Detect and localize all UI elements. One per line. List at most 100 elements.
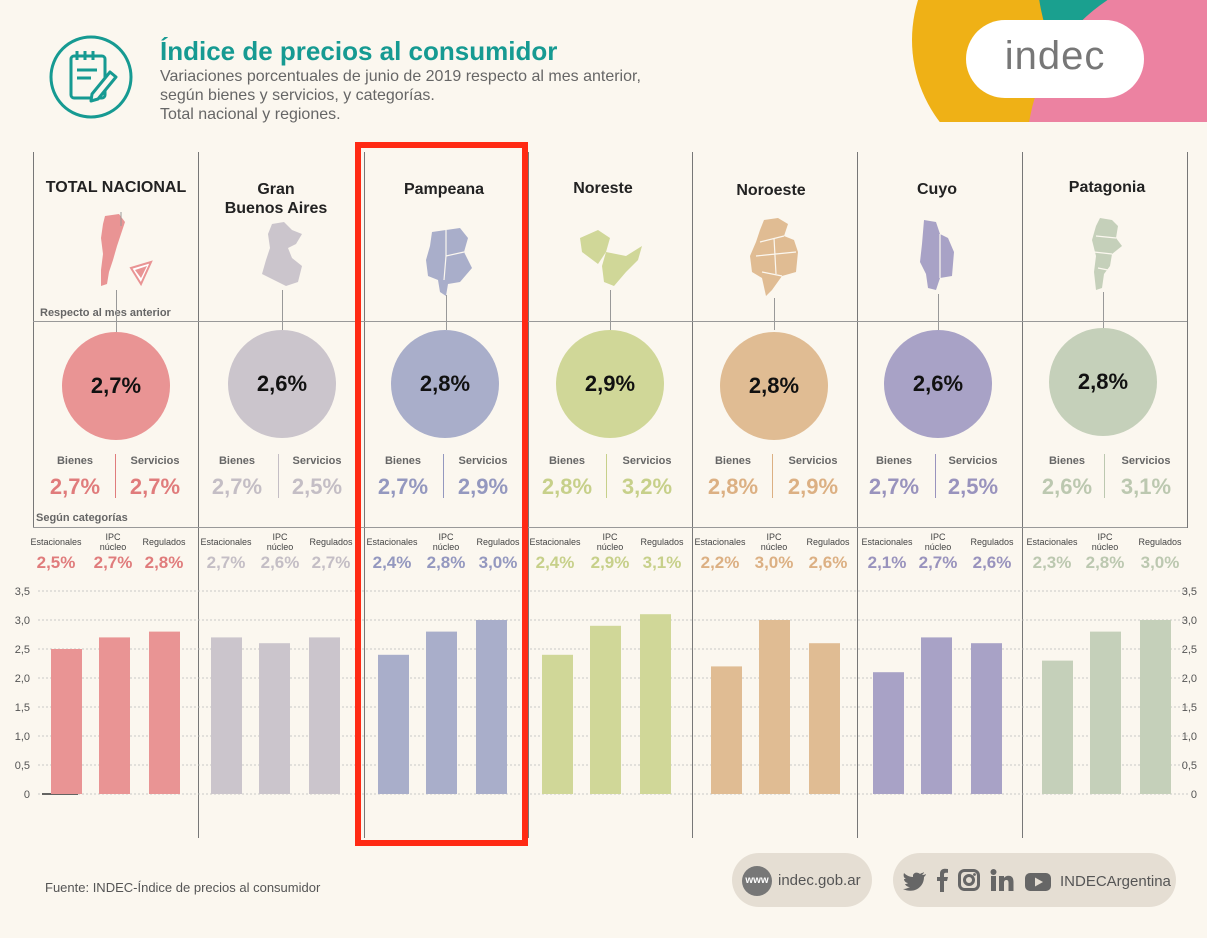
ipc-nucleo-value: 2,8% [1085, 553, 1125, 572]
total-circle-noroeste: 2,8% [720, 332, 828, 440]
servicios-label: Servicios [1121, 455, 1171, 467]
total-circle-patagonia: 2,8% [1049, 328, 1157, 436]
facebook-icon[interactable] [935, 868, 949, 892]
y-tick-label: 1,5 [1182, 702, 1197, 714]
servicios-label: Servicios [788, 455, 838, 467]
bienes-label: Bienes [218, 455, 256, 467]
ipc-nucleo-label: IPC núcleo [85, 532, 141, 552]
bar-total-nacional-ipc-núcleo [99, 637, 130, 794]
ipc-label: IPC [930, 532, 946, 542]
bienes-value: 2,7% [211, 474, 263, 499]
instagram-icon[interactable] [958, 869, 980, 891]
estacionales-label: Estacionales [30, 537, 82, 547]
subtitle-line-1: Variaciones porcentuales de junio de 201… [160, 68, 641, 85]
map-argentina-icon [101, 212, 153, 287]
servicios-label: Servicios [622, 455, 672, 467]
bienes-label: Bienes [875, 455, 913, 467]
column-divider [198, 152, 199, 838]
ipc-nucleo-label: IPC núcleo [252, 532, 308, 552]
regulados-label: Regulados [640, 537, 684, 547]
column-divider [1187, 152, 1188, 528]
servicios-label: Servicios [458, 455, 508, 467]
y-tick-label: 2,0 [15, 673, 30, 685]
segun-categorias-label: Según categorías [36, 512, 128, 524]
subtitle-line-3: Total nacional y regiones. [160, 106, 341, 123]
indec-logo: indec [1004, 34, 1106, 78]
bienes-value: 2,7% [377, 474, 429, 499]
y-tick-label: 0,5 [1182, 760, 1197, 772]
bienes-label: Bienes [56, 455, 94, 467]
bar-patagonia-regulados [1140, 620, 1171, 794]
source-note: Fuente: INDEC-Índice de precios al consu… [45, 880, 321, 895]
servicios-value: 2,9% [457, 474, 509, 499]
nucleo-label: núcleo [760, 542, 788, 552]
estacionales-value: 2,2% [700, 553, 740, 572]
y-tick-label: 2,0 [1182, 673, 1197, 685]
bar-patagonia-estacionales [1042, 660, 1073, 794]
regulados-label: Regulados [970, 537, 1014, 547]
subtitle-line-2: según bienes y servicios, y categorías. [160, 87, 435, 104]
nucleo-label: núcleo [1091, 542, 1119, 552]
nucleo-label: núcleo [924, 542, 952, 552]
social-handle: INDECArgentina [1060, 873, 1171, 890]
bar-noreste-ipc-núcleo [590, 625, 621, 794]
bar-patagonia-ipc-núcleo [1090, 631, 1121, 794]
servicios-value: 2,7% [129, 474, 181, 499]
y-tick-label: 1,0 [1182, 731, 1197, 743]
regulados-label: Regulados [1138, 537, 1182, 547]
bienes-value: 2,8% [707, 474, 759, 499]
youtube-icon[interactable] [1025, 873, 1051, 891]
servicios-label: Servicios [948, 455, 998, 467]
bar-noroeste-ipc-núcleo [759, 620, 790, 794]
column-divider [364, 152, 365, 838]
twitter-icon[interactable] [903, 870, 927, 892]
estacionales-label: Estacionales [861, 537, 913, 547]
servicios-value: 3,2% [621, 474, 673, 499]
bienes-servicios-divider [115, 454, 116, 498]
estacionales-label: Estacionales [366, 537, 418, 547]
map-patagonia-icon [1092, 218, 1122, 290]
ipc-nucleo-label: IPC núcleo [582, 532, 638, 552]
region-name-cuyo: Cuyo [917, 181, 957, 198]
bar-gran-buenos-aires-estacionales [211, 637, 242, 794]
estacionales-value: 2,5% [36, 553, 76, 572]
bienes-label: Bienes [548, 455, 586, 467]
ipc-label: IPC [438, 532, 454, 542]
map-cuyo-icon [920, 220, 954, 290]
bienes-value: 2,6% [1041, 474, 1093, 499]
column-divider [33, 152, 34, 528]
regulados-value: 3,1% [642, 553, 682, 572]
logo-pill [966, 20, 1144, 98]
estacionales-label: Estacionales [694, 537, 746, 547]
servicios-value: 2,9% [787, 474, 839, 499]
connector-line [610, 290, 611, 330]
bienes-servicios-divider [772, 454, 773, 498]
bienes-label: Bienes [1048, 455, 1086, 467]
bar-noroeste-estacionales [711, 666, 742, 794]
bienes-label: Bienes [384, 455, 422, 467]
bar-pampeana-regulados [476, 620, 507, 794]
ipc-nucleo-label: IPC núcleo [418, 532, 474, 552]
map-pampeana-icon [426, 228, 472, 296]
y-tick-label: 2,5 [15, 644, 30, 656]
column-divider [857, 152, 858, 838]
region-name-gba: Gran Buenos Aires [224, 181, 328, 217]
y-tick-label: 3,0 [1182, 615, 1197, 627]
estacionales-value: 2,4% [535, 553, 575, 572]
y-tick-label: 0 [24, 789, 30, 801]
ipc-nucleo-value: 2,8% [426, 553, 466, 572]
page-title: Índice de precios al consumidor [160, 36, 558, 66]
y-tick-label: 2,5 [1182, 644, 1197, 656]
nucleo-label: núcleo [266, 542, 294, 552]
bar-gran-buenos-aires-regulados [309, 637, 340, 794]
ipc-nucleo-label: IPC núcleo [910, 532, 966, 552]
linkedin-icon[interactable] [990, 869, 1014, 891]
bar-noreste-estacionales [542, 654, 573, 794]
ipc-label: IPC [766, 532, 782, 542]
regulados-value: 2,6% [808, 553, 848, 572]
connector-line [774, 298, 775, 330]
connector-line [446, 295, 447, 330]
connector-line [282, 290, 283, 330]
nucleo-label: núcleo [432, 542, 460, 552]
servicios-label: Servicios [292, 455, 342, 467]
